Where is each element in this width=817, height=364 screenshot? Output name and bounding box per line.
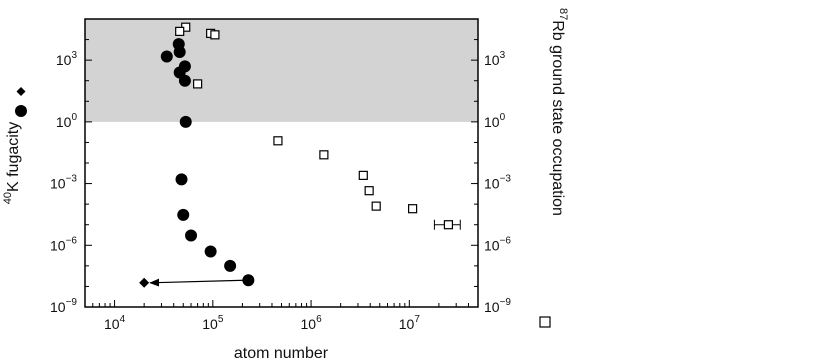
data-point-circle bbox=[204, 245, 217, 258]
data-point-diamond bbox=[139, 277, 150, 288]
legend-right-square-icon bbox=[539, 316, 551, 328]
y-tick-label-left: 103 bbox=[56, 50, 78, 68]
y-tick-labels-right: 10−9 10−6 10−3 100 103 bbox=[484, 50, 511, 315]
y-tick-label-left: 100 bbox=[56, 112, 78, 130]
y-axis-title-left-main: K fugacity bbox=[5, 122, 22, 192]
data-point-square bbox=[319, 150, 329, 160]
x-tick-label: 107 bbox=[399, 314, 421, 332]
data-point-square bbox=[210, 30, 220, 40]
legend-left-circle-icon bbox=[15, 105, 27, 117]
y-tick-label-right: 10−3 bbox=[484, 174, 511, 192]
data-point-circle bbox=[179, 115, 192, 128]
y-tick-label-right: 10−9 bbox=[484, 297, 511, 315]
data-point-circle bbox=[178, 74, 191, 87]
plot-frame bbox=[84, 18, 479, 308]
y-tick-label-left: 10−6 bbox=[50, 235, 77, 253]
legend-left bbox=[15, 87, 27, 117]
y-tick-label-right: 10−6 bbox=[484, 235, 511, 253]
data-point-square bbox=[371, 201, 381, 211]
data-point-circle bbox=[242, 274, 255, 287]
y-tick-label-right: 100 bbox=[484, 112, 506, 130]
arrow-annotation bbox=[149, 278, 245, 287]
data-point-square bbox=[193, 79, 203, 89]
data-point-circle bbox=[177, 208, 190, 221]
shaded-region bbox=[85, 19, 478, 122]
x-tick-label: 104 bbox=[104, 314, 126, 332]
y-tick-labels-left: 10−9 10−6 10−3 100 103 bbox=[50, 50, 77, 315]
data-marks bbox=[139, 22, 461, 288]
data-point-circle bbox=[175, 173, 188, 186]
y-tick-label-right: 103 bbox=[484, 50, 506, 68]
data-point-circle bbox=[160, 50, 173, 63]
data-point-square bbox=[175, 26, 185, 36]
y-axis-title-right: 87Rb ground state occupation bbox=[549, 8, 569, 216]
data-point-square bbox=[273, 136, 283, 146]
data-point-square bbox=[408, 204, 418, 214]
legend-left-diamond-icon bbox=[16, 87, 26, 96]
x-axis-title: atom number bbox=[234, 345, 329, 362]
annotations bbox=[149, 278, 245, 287]
data-point-circle bbox=[185, 229, 198, 242]
x-tick-label: 105 bbox=[202, 314, 224, 332]
data-point-square bbox=[364, 186, 374, 196]
data-point-circle bbox=[173, 45, 186, 58]
data-point-square bbox=[358, 170, 368, 180]
data-point-circle bbox=[224, 259, 237, 272]
y-tick-label-left: 10−3 bbox=[50, 174, 77, 192]
data-point-square bbox=[443, 220, 454, 230]
x-tick-labels: 104 105 106 107 bbox=[104, 314, 420, 332]
y-axis-title-right-sup: 87 bbox=[557, 8, 569, 20]
x-tick-label: 106 bbox=[301, 314, 323, 332]
y-axis-title-left-sup: 40 bbox=[2, 192, 14, 204]
y-tick-label-left: 10−9 bbox=[50, 297, 77, 315]
y-axis-title-right-main: Rb ground state occupation bbox=[549, 20, 566, 216]
y-axis-title-left: 40K fugacity bbox=[2, 122, 22, 205]
